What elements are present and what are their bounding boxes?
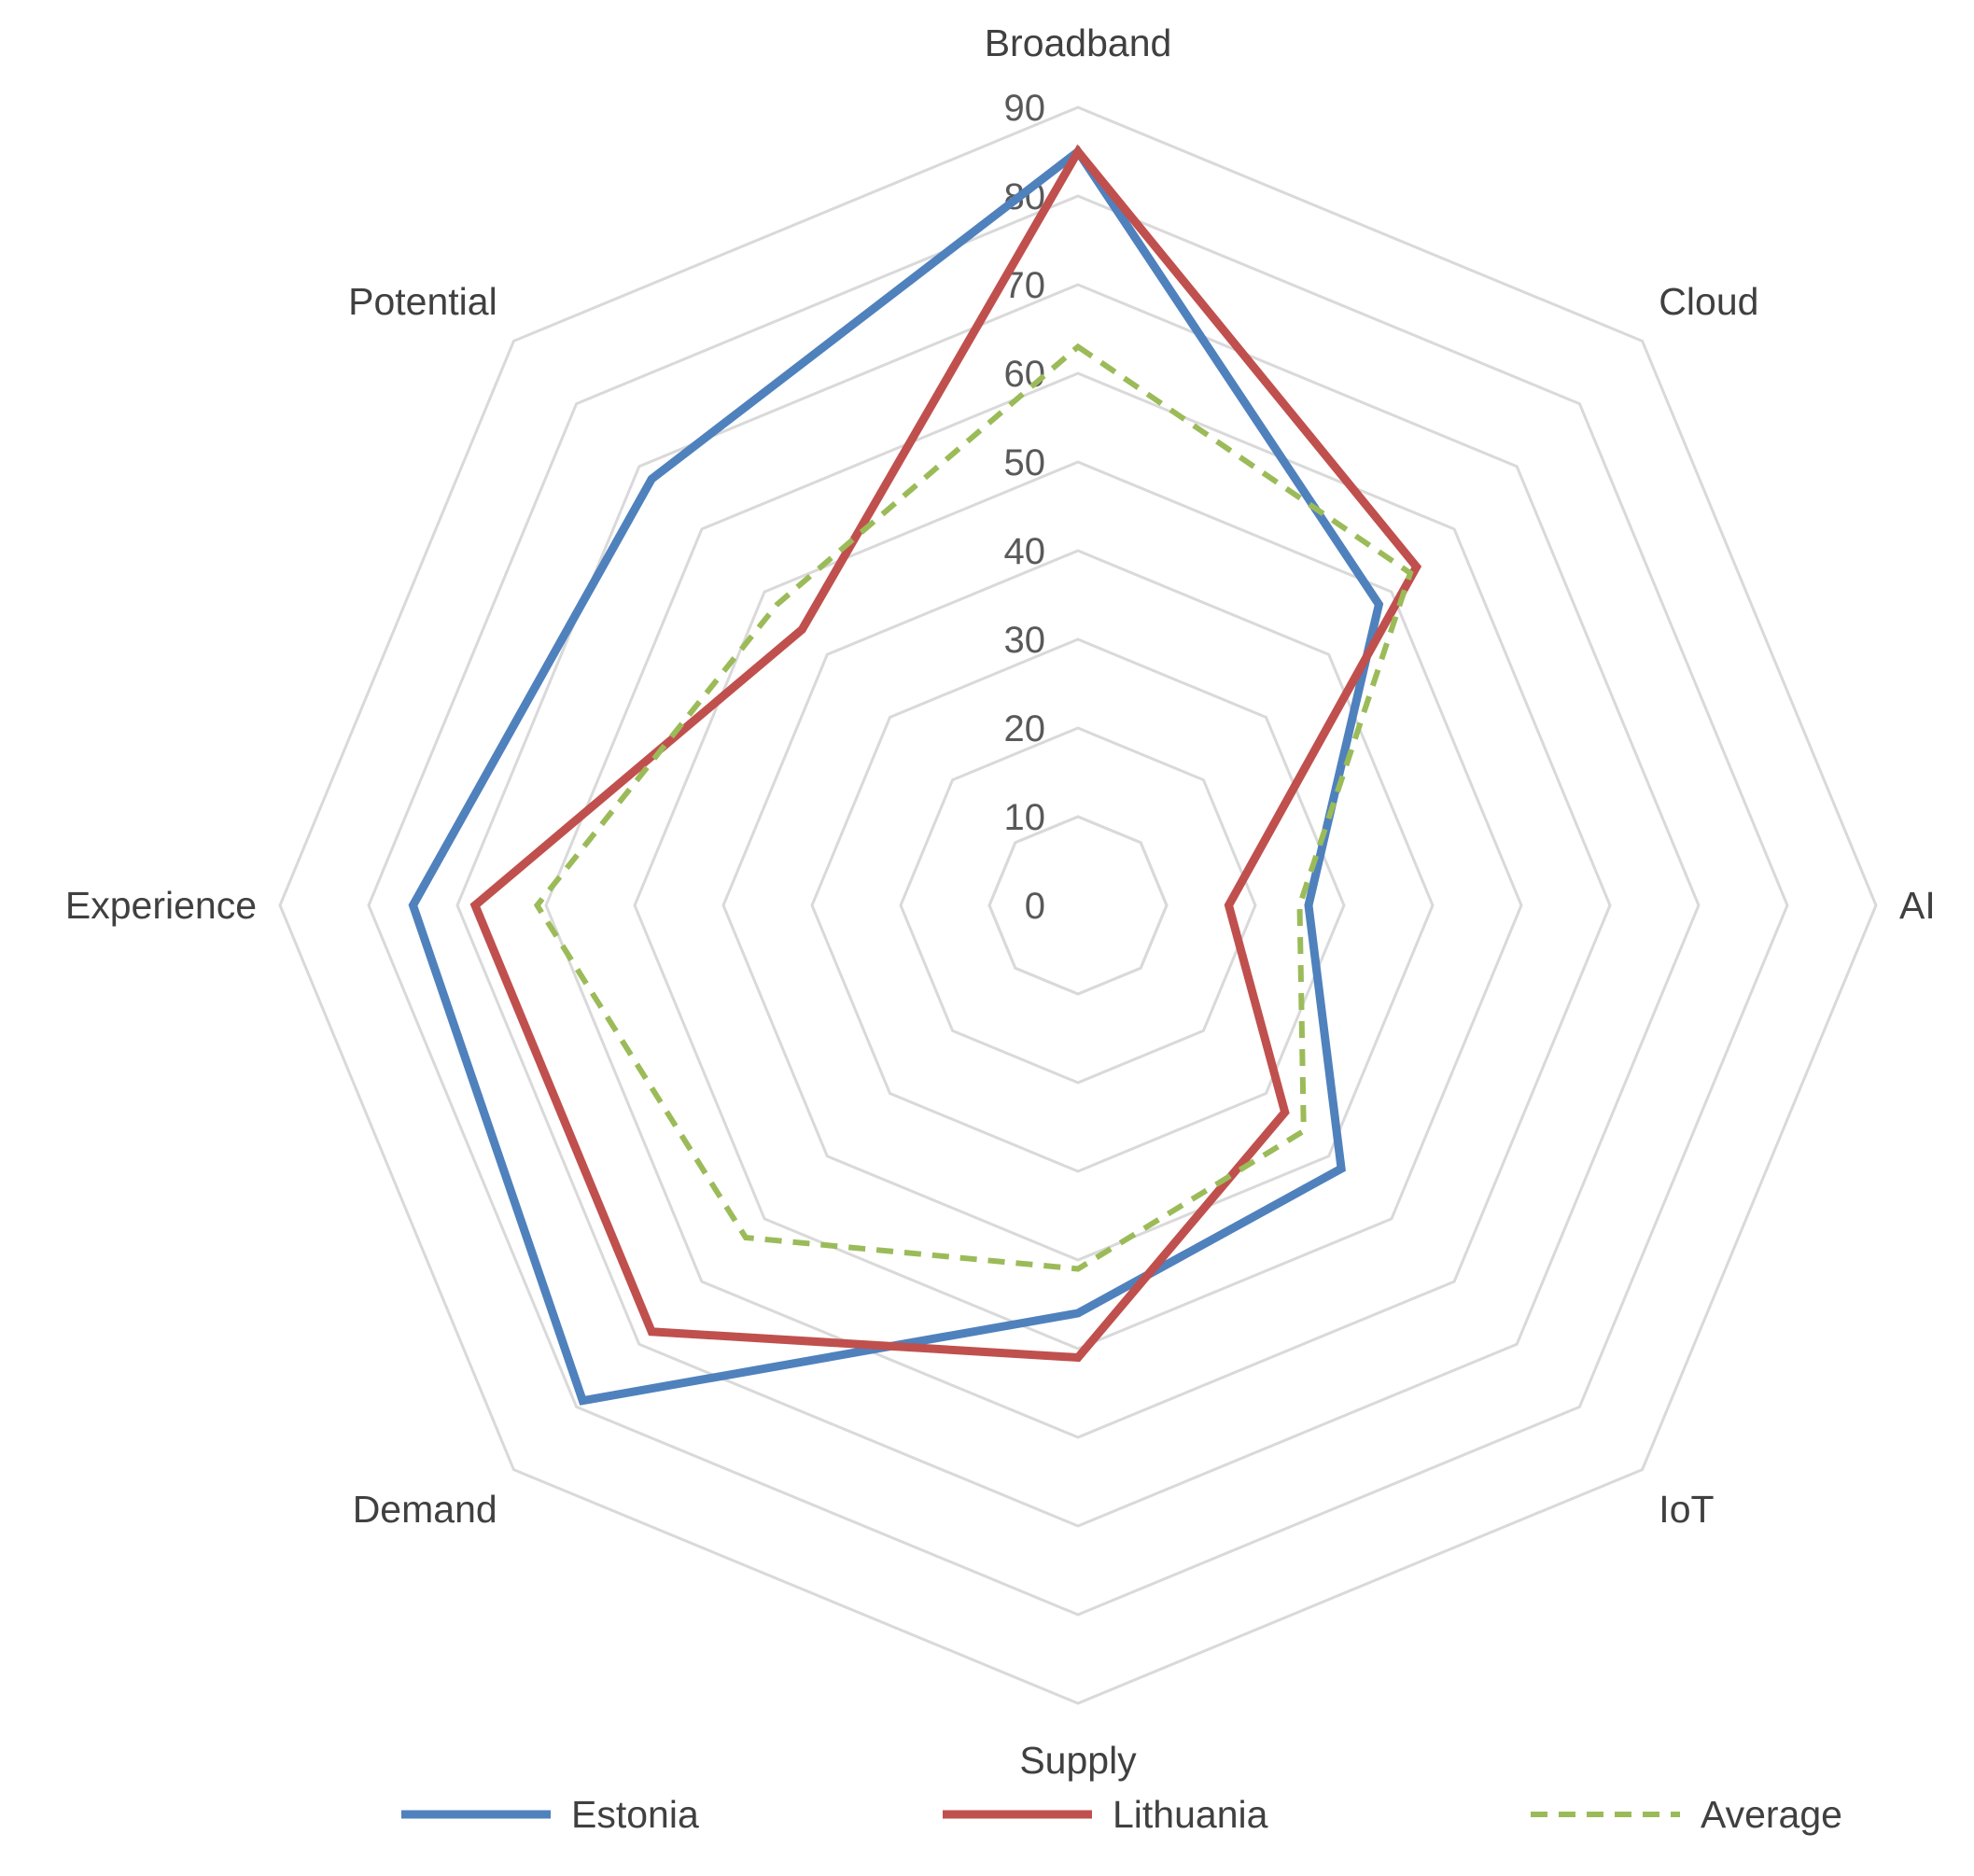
- series-lines: [408, 144, 1422, 1406]
- tick-label-50: 50: [1004, 442, 1046, 483]
- grid-ring-40: [721, 549, 1435, 1262]
- grid-ring-80: [367, 194, 1789, 1617]
- legend-label-estonia: Estonia: [571, 1793, 699, 1836]
- axis-labels: Broadband Cloud AI IoT Supply Demand Experienc…: [65, 21, 1936, 1782]
- radar-grid: [278, 105, 1878, 1705]
- legend-label-average: Average: [1701, 1793, 1842, 1836]
- grid-ring-70: [455, 283, 1701, 1528]
- grid-ring-60: [544, 371, 1612, 1439]
- tick-label-20: 20: [1004, 708, 1046, 749]
- tick-label-10: 10: [1004, 797, 1046, 838]
- tick-label-0: 0: [1025, 886, 1045, 927]
- tick-label-60: 60: [1004, 354, 1046, 395]
- axis-label-ai: AI: [1899, 884, 1936, 927]
- tick-label-90: 90: [1004, 88, 1046, 129]
- legend: Estonia Lithuania Average: [401, 1793, 1842, 1836]
- axis-label-experience: Experience: [65, 884, 257, 927]
- axis-label-potential: Potential: [348, 280, 497, 323]
- grid-ring-20: [899, 726, 1257, 1085]
- grid-ring-center: [987, 815, 1169, 996]
- axis-label-supply: Supply: [1019, 1739, 1137, 1782]
- axis-label-demand: Demand: [353, 1488, 497, 1531]
- series-line-estonia: [408, 145, 1384, 1406]
- series-line-average: [533, 343, 1414, 1272]
- tick-label-30: 30: [1004, 620, 1046, 661]
- axis-label-broadband: Broadband: [985, 21, 1172, 64]
- grid-ring-90: [278, 105, 1878, 1705]
- grid-ring-30: [810, 637, 1346, 1173]
- axis-label-cloud: Cloud: [1659, 280, 1758, 323]
- grid-ring-50: [633, 460, 1523, 1351]
- legend-label-lithuania: Lithuania: [1113, 1793, 1268, 1836]
- axis-label-iot: IoT: [1659, 1488, 1714, 1531]
- series-line-lithuania: [469, 144, 1422, 1363]
- tick-label-40: 40: [1004, 531, 1046, 572]
